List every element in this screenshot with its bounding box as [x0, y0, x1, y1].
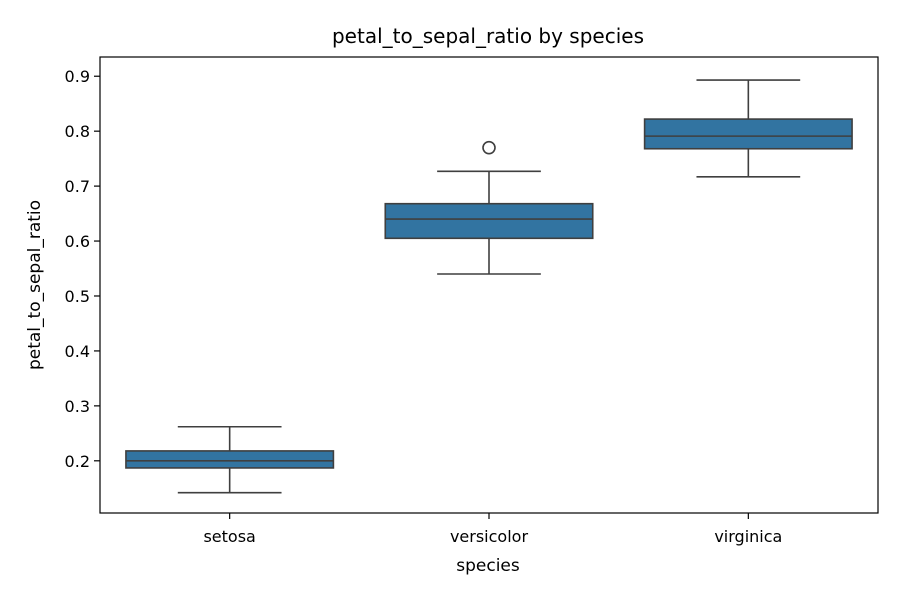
y-tick-label: 0.8 — [65, 122, 90, 141]
y-tick-label: 0.3 — [65, 397, 90, 416]
x-axis-label: species — [456, 556, 520, 576]
iqr-box — [384, 202, 594, 240]
y-tick-label: 0.7 — [65, 177, 90, 196]
box-series — [125, 79, 853, 494]
y-tick-label: 0.5 — [65, 287, 90, 306]
box-versicolor — [384, 140, 594, 275]
x-axis: setosa versicolor virginica — [203, 513, 782, 546]
outlier-point — [482, 140, 496, 155]
y-tick-label: 0.2 — [65, 452, 90, 471]
x-tick-label-versicolor: versicolor — [450, 527, 528, 546]
box-setosa — [125, 425, 335, 494]
x-tick-label-virginica: virginica — [714, 527, 782, 546]
y-tick-label: 0.6 — [65, 232, 90, 251]
iqr-box — [643, 118, 853, 150]
y-axis: 0.2 0.3 0.4 0.5 0.6 0.7 0.8 0.9 — [65, 67, 100, 471]
y-tick-label: 0.4 — [65, 342, 90, 361]
x-tick-label-setosa: setosa — [203, 527, 255, 546]
chart-title: petal_to_sepal_ratio by species — [332, 24, 644, 48]
y-axis-label: petal_to_sepal_ratio — [25, 200, 45, 370]
y-tick-label: 0.9 — [65, 67, 90, 86]
box-virginica — [643, 79, 853, 178]
iqr-box — [125, 450, 335, 469]
